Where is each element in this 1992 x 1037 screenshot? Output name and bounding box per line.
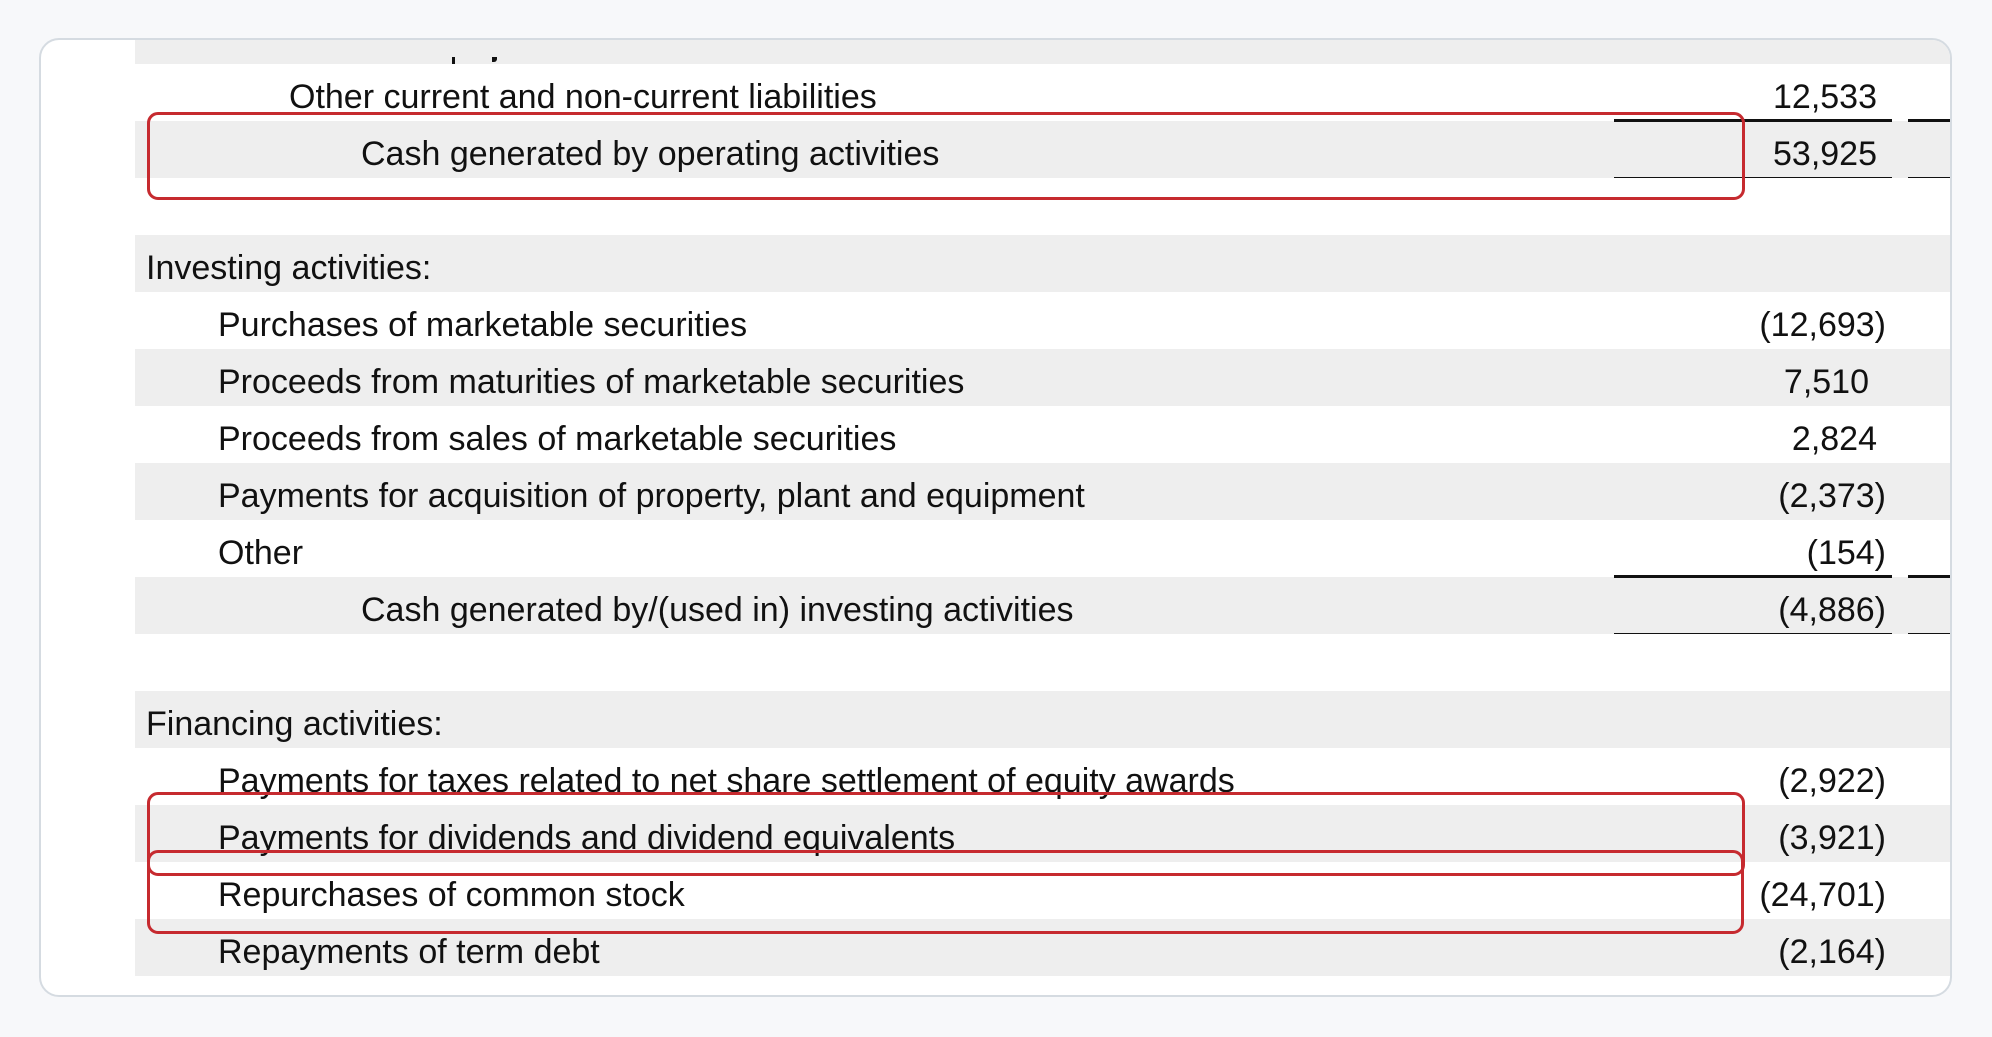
row-label: Payments for acquisition of property, pl… [218,477,1085,515]
row-label: Repurchases of common stock [218,876,685,914]
row-value: (12,693) [1759,306,1886,344]
section-header-investing: Investing activities: [135,235,1950,292]
subtotal-row-operating: Cash generated by operating activities 5… [135,119,1950,180]
row-label: Cash generated by operating activities [361,135,940,173]
clipped-text-fragment [452,57,455,64]
spacer-row [135,178,1950,235]
row-value: 53,925 [1773,135,1877,173]
table-row-clipped [135,40,1950,64]
table-row: Payments for dividends and dividend equi… [135,805,1950,862]
row-value: (154) [1806,534,1886,572]
row-label: Other [218,534,304,572]
section-title: Financing activities: [146,705,443,743]
clipped-text-fragment [492,57,497,62]
table-row: Proceeds from sales of marketable securi… [135,406,1950,463]
row-value: 2,824 [1791,420,1877,458]
row-value: (2,164) [1778,933,1886,971]
row-value: 7,510 [1783,363,1869,401]
row-label: Proceeds from sales of marketable securi… [218,420,897,458]
table-row: Purchases of marketable securities (12,6… [135,292,1950,349]
row-value: (24,701) [1759,876,1886,914]
table-row: Other current and non-current liabilitie… [135,64,1950,121]
section-header-financing: Financing activities: [135,691,1950,748]
subtotal-row-investing: Cash generated by/(used in) investing ac… [135,575,1950,636]
table-row: Payments for taxes related to net share … [135,748,1950,805]
underline [1614,575,1892,578]
underline [1908,575,1950,578]
row-value: (3,921) [1778,819,1886,857]
row-label: Payments for dividends and dividend equi… [218,819,956,857]
row-label: Proceeds from maturities of marketable s… [218,363,965,401]
underline [1908,119,1950,122]
statement-card: Other current and non-current liabilitie… [39,38,1952,997]
spacer-row [135,634,1950,691]
table-row: Payments for acquisition of property, pl… [135,463,1950,520]
underline [1614,119,1892,122]
table-row: Repayments of term debt (2,164) [135,919,1950,976]
section-title: Investing activities: [146,249,432,287]
cash-flow-table: Other current and non-current liabilitie… [135,40,1950,995]
row-label: Purchases of marketable securities [218,306,748,344]
table-row: Proceeds from maturities of marketable s… [135,349,1950,406]
row-label: Cash generated by/(used in) investing ac… [361,591,1074,629]
row-label: Payments for taxes related to net share … [218,762,1235,800]
row-value: (2,922) [1778,762,1886,800]
row-label: Repayments of term debt [218,933,600,971]
table-row: Repurchases of common stock (24,701) [135,862,1950,919]
row-value: (2,373) [1778,477,1886,515]
row-value: (4,886) [1778,591,1886,629]
table-row: Other (154) [135,520,1950,577]
row-label: Other current and non-current liabilitie… [289,78,877,116]
row-value: 12,533 [1773,78,1877,116]
